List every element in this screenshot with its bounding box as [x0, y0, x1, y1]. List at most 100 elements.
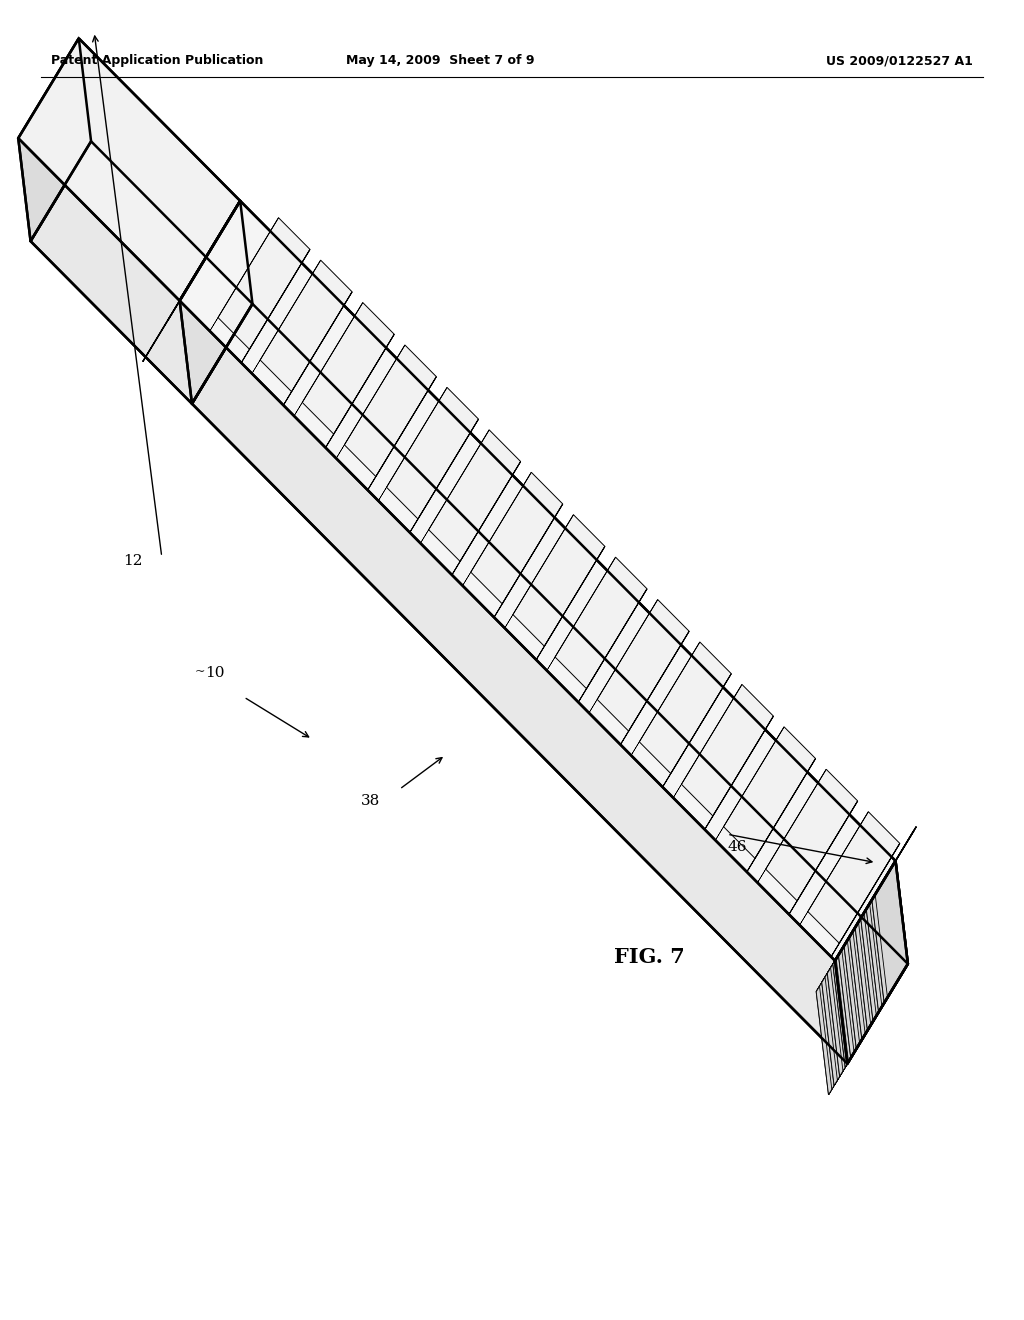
- Polygon shape: [887, 826, 916, 876]
- Polygon shape: [853, 898, 886, 1034]
- Text: 12: 12: [123, 554, 143, 568]
- Polygon shape: [844, 907, 867, 946]
- Polygon shape: [252, 260, 321, 374]
- Polygon shape: [410, 420, 478, 532]
- Polygon shape: [866, 870, 890, 909]
- Polygon shape: [179, 201, 253, 404]
- Polygon shape: [831, 843, 900, 957]
- Polygon shape: [663, 673, 731, 787]
- Polygon shape: [816, 986, 831, 1094]
- Text: Patent Application Publication: Patent Application Publication: [51, 54, 263, 67]
- Polygon shape: [421, 430, 489, 544]
- Polygon shape: [833, 925, 856, 964]
- Polygon shape: [621, 631, 689, 744]
- Polygon shape: [879, 973, 902, 1012]
- Polygon shape: [862, 830, 914, 916]
- Polygon shape: [284, 292, 352, 405]
- Polygon shape: [844, 912, 877, 1049]
- Polygon shape: [302, 302, 394, 434]
- Polygon shape: [855, 894, 888, 1031]
- Polygon shape: [452, 462, 520, 576]
- Polygon shape: [873, 982, 896, 1022]
- Polygon shape: [861, 913, 877, 1022]
- Polygon shape: [758, 770, 826, 883]
- Polygon shape: [871, 895, 888, 1003]
- Polygon shape: [833, 931, 865, 1067]
- Text: 10: 10: [205, 667, 225, 680]
- Polygon shape: [631, 642, 699, 755]
- Polygon shape: [788, 801, 858, 915]
- Polygon shape: [494, 504, 563, 618]
- Polygon shape: [386, 388, 478, 519]
- Polygon shape: [851, 1019, 874, 1057]
- Polygon shape: [463, 473, 531, 586]
- Polygon shape: [864, 879, 896, 1016]
- Polygon shape: [716, 727, 784, 841]
- Polygon shape: [800, 812, 868, 925]
- Polygon shape: [168, 223, 227, 321]
- Polygon shape: [855, 888, 879, 928]
- Polygon shape: [833, 958, 849, 1067]
- Polygon shape: [884, 964, 907, 1003]
- Polygon shape: [378, 388, 447, 500]
- Polygon shape: [827, 935, 851, 973]
- Polygon shape: [850, 898, 873, 937]
- Polygon shape: [850, 903, 882, 1040]
- Polygon shape: [855, 921, 870, 1031]
- Polygon shape: [825, 944, 857, 1080]
- Polygon shape: [822, 949, 854, 1085]
- Polygon shape: [513, 515, 605, 647]
- Polygon shape: [847, 907, 880, 1043]
- Polygon shape: [869, 870, 902, 1007]
- Polygon shape: [368, 376, 436, 490]
- Polygon shape: [867, 991, 891, 1031]
- Polygon shape: [344, 345, 436, 477]
- Polygon shape: [555, 557, 647, 689]
- Polygon shape: [844, 940, 859, 1049]
- Polygon shape: [218, 218, 310, 350]
- Polygon shape: [429, 430, 520, 561]
- Polygon shape: [471, 473, 563, 603]
- Polygon shape: [31, 141, 253, 404]
- Polygon shape: [822, 977, 838, 1085]
- Polygon shape: [505, 515, 573, 628]
- Polygon shape: [861, 879, 884, 919]
- Text: US 2009/0122527 A1: US 2009/0122527 A1: [826, 54, 973, 67]
- Polygon shape: [828, 1056, 852, 1094]
- Polygon shape: [835, 1047, 857, 1085]
- Polygon shape: [766, 770, 858, 900]
- Polygon shape: [191, 304, 908, 1064]
- Text: 38: 38: [361, 795, 380, 808]
- Polygon shape: [861, 884, 893, 1022]
- Polygon shape: [816, 953, 840, 991]
- Polygon shape: [537, 546, 605, 660]
- Polygon shape: [808, 812, 900, 944]
- Text: 46: 46: [727, 841, 748, 854]
- Polygon shape: [336, 345, 404, 458]
- Polygon shape: [242, 249, 310, 363]
- Polygon shape: [839, 916, 862, 954]
- Text: FIG. 7: FIG. 7: [614, 946, 685, 968]
- Polygon shape: [142, 268, 200, 362]
- Polygon shape: [839, 921, 871, 1057]
- Polygon shape: [830, 935, 863, 1071]
- Text: May 14, 2009  Sheet 7 of 9: May 14, 2009 Sheet 7 of 9: [346, 54, 535, 67]
- Polygon shape: [822, 944, 845, 982]
- Polygon shape: [18, 38, 91, 242]
- Polygon shape: [845, 1028, 868, 1067]
- Polygon shape: [210, 218, 279, 331]
- Polygon shape: [326, 334, 394, 447]
- Polygon shape: [579, 589, 647, 702]
- Polygon shape: [827, 940, 860, 1076]
- Polygon shape: [850, 931, 865, 1040]
- Polygon shape: [842, 916, 874, 1052]
- Polygon shape: [827, 968, 843, 1076]
- Polygon shape: [681, 685, 773, 816]
- Polygon shape: [18, 38, 241, 301]
- Polygon shape: [876, 861, 907, 998]
- Polygon shape: [705, 717, 773, 829]
- Polygon shape: [819, 953, 852, 1089]
- Polygon shape: [179, 201, 896, 961]
- Polygon shape: [724, 727, 815, 858]
- Polygon shape: [835, 861, 908, 1064]
